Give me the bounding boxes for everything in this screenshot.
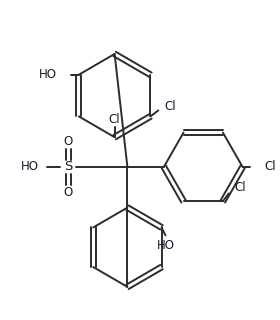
Text: O: O <box>64 135 73 148</box>
Text: Cl: Cl <box>264 160 276 173</box>
Text: HO: HO <box>157 239 174 252</box>
Text: HO: HO <box>39 68 57 81</box>
Text: Cl: Cl <box>235 181 246 194</box>
Text: Cl: Cl <box>164 100 176 113</box>
Text: HO: HO <box>21 160 39 173</box>
Text: S: S <box>64 160 73 173</box>
Text: Cl: Cl <box>109 113 120 126</box>
Text: O: O <box>64 186 73 199</box>
